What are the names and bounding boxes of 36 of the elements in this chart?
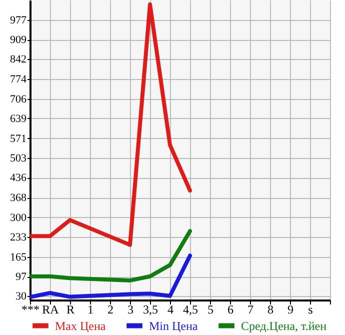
x-tick-label: 1	[88, 302, 94, 316]
x-tick-label: 4,5	[183, 302, 198, 316]
x-tick-label: 3	[128, 302, 134, 316]
line-series	[30, 2, 192, 247]
x-tick-label: 9	[288, 302, 294, 316]
y-tick-label: 233	[10, 231, 27, 244]
y-tick-label: 165	[10, 251, 27, 264]
y-tick-label: 300	[10, 212, 27, 224]
x-tick-label: s	[308, 302, 314, 316]
x-tick-label: 8	[268, 302, 274, 316]
y-tick-label: 368	[10, 192, 27, 204]
x-tick-label: RA	[42, 302, 60, 316]
x-tick-label: ***	[22, 302, 40, 316]
y-tick-label: 706	[10, 93, 27, 106]
y-tick-label: 842	[10, 54, 26, 66]
x-tick-label: R	[66, 302, 75, 316]
line-series	[30, 229, 192, 282]
x-tick-label: 4	[168, 302, 174, 316]
y-tick-label: 639	[10, 112, 27, 125]
x-tick-label: 7	[248, 302, 254, 316]
legend-label: Min Цена	[149, 318, 198, 333]
y-tick-label: 774	[10, 74, 27, 86]
y-tick-label: 436	[10, 172, 27, 184]
x-tick-label: 2	[108, 302, 114, 316]
y-tick-label: 909	[10, 34, 27, 46]
y-tick-label: 571	[10, 132, 26, 145]
x-tick-label: 5	[208, 302, 214, 316]
y-tick-label: 503	[10, 152, 27, 165]
line-series	[30, 254, 192, 300]
y-tick-label: 30	[16, 290, 27, 303]
legend-label: Сред.Цена, т.йен	[241, 318, 328, 333]
x-tick-label: 3,5	[143, 302, 158, 316]
x-tick-label: 6	[228, 302, 234, 316]
y-tick-label: 97	[16, 271, 27, 284]
y-tick-label: 977	[10, 14, 27, 26]
legend-label: Max Цена	[55, 318, 106, 333]
